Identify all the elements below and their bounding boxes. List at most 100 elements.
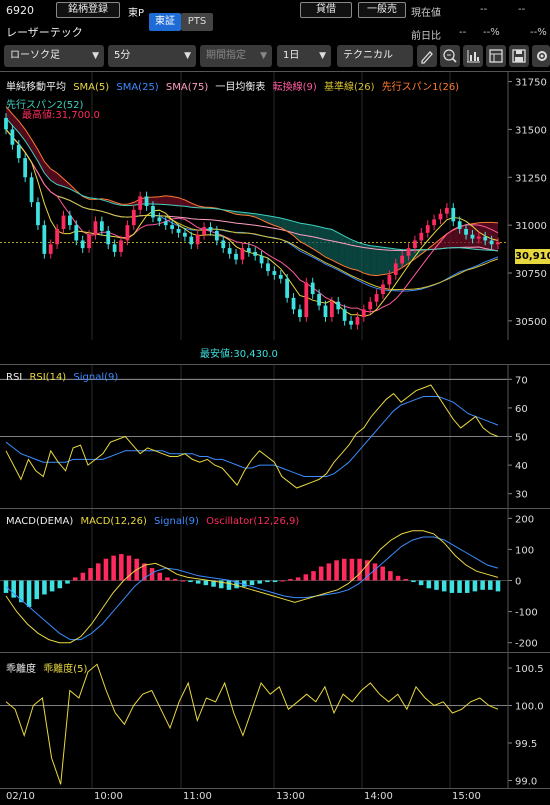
cloud-segment — [280, 218, 288, 232]
oscillator-bar — [411, 580, 416, 583]
cloud-segment — [414, 249, 422, 259]
cloud-segment — [152, 196, 160, 205]
rsi-chart[interactable]: 70 60 50 40 30 — [0, 365, 550, 508]
candle-body — [496, 242, 500, 245]
cloud-segment — [446, 230, 454, 248]
x-label-date: 02/10 — [6, 791, 35, 802]
line-rsi-signal — [5, 396, 499, 477]
y-tick-label: 99.5 — [515, 739, 537, 750]
line-sma25 — [5, 129, 499, 292]
cloud-segment — [363, 244, 371, 276]
candle-body — [55, 228, 60, 245]
y-tick-label: -200 — [515, 639, 538, 650]
oscillator-bar — [365, 560, 370, 581]
technical-label: テクニカル — [343, 50, 393, 61]
oscillator-bar — [126, 555, 132, 581]
cloud-segment — [325, 228, 332, 261]
oscillator-bar — [326, 563, 332, 581]
cloud-segment — [440, 233, 447, 249]
candle-body — [342, 309, 347, 321]
oscillator-bar — [495, 580, 501, 592]
rsi-title: RSI — [6, 372, 23, 383]
candle-body — [444, 207, 449, 214]
interval-select[interactable]: 5分 ▼ — [108, 45, 196, 67]
chevron-down-icon: ▼ — [92, 51, 99, 61]
oscillator-bar — [103, 558, 109, 581]
legend-spanB: 先行スパン2(52) — [6, 100, 84, 111]
legend-macd-osc: Oscillator(12,26,9) — [206, 516, 300, 527]
candle-body — [457, 221, 462, 229]
settings-button[interactable] — [532, 45, 550, 67]
legend-kijun: 基準線(26) — [323, 82, 375, 93]
chart-type-value: ローソク足 — [10, 50, 60, 61]
chevron-down-icon: ▼ — [260, 51, 267, 61]
y-tick-label: 50 — [515, 433, 528, 444]
y-tick-label: 30750 — [515, 269, 547, 280]
candle-body — [214, 230, 219, 241]
y-tick-label: 60 — [515, 404, 528, 415]
cloud-segment — [312, 225, 320, 253]
macd-chart[interactable]: 200 100 0 -100 -200 — [0, 509, 550, 652]
compare-chart-button[interactable] — [463, 45, 483, 67]
register-button[interactable]: 銘柄登録 — [56, 2, 120, 18]
oscillator-bar — [334, 560, 339, 581]
cloud-segment — [12, 114, 19, 133]
legend-rsi: RSI(14) — [29, 372, 67, 383]
current-price-label: 現在値 — [411, 8, 441, 19]
macd-oscillator-bars — [3, 554, 501, 607]
candle-body — [176, 228, 181, 233]
candle-body — [317, 294, 321, 306]
candle-body — [253, 251, 258, 256]
candle-body — [246, 248, 251, 252]
candle-body — [48, 244, 53, 254]
save-button[interactable] — [509, 45, 529, 67]
y-tick-label: 0 — [515, 577, 521, 588]
cloud-segment — [274, 216, 281, 228]
y-tick-label: 100 — [515, 545, 534, 556]
oscillator-bar — [357, 558, 362, 581]
deviation-chart[interactable]: 100.5 100.0 99.5 99.0 — [0, 653, 550, 788]
macd-lines — [5, 530, 499, 644]
cloud-segment — [299, 223, 307, 245]
candle-body — [227, 248, 232, 254]
draw-pencil-button[interactable] — [417, 45, 437, 67]
candle-body — [61, 215, 66, 229]
change-label: 前日比 — [411, 31, 441, 42]
zoom-button[interactable] — [440, 45, 460, 67]
oscillator-bar — [111, 555, 116, 581]
candle-body — [406, 248, 411, 256]
cloud-segment — [261, 214, 268, 223]
oscillator-bar — [272, 580, 278, 583]
tab-pts[interactable]: PTS — [181, 13, 213, 31]
oscillator-bar — [49, 580, 55, 592]
oscillator-bar — [234, 580, 239, 589]
last-price-tag: 30,910 — [515, 249, 550, 264]
chart-type-select[interactable]: ローソク足 ▼ — [4, 45, 104, 67]
x-label-1300: 13:00 — [276, 791, 305, 802]
candle-body — [400, 255, 405, 264]
oscillator-bar — [280, 580, 286, 582]
oscillator-bar — [203, 580, 209, 586]
period-select[interactable]: 期間指定 ▼ — [200, 45, 272, 67]
cloud-segment — [267, 215, 275, 226]
legend-sma75: SMA(75) — [165, 82, 209, 93]
layout-button[interactable] — [486, 45, 506, 67]
tab-tse[interactable]: 東証 — [149, 13, 181, 31]
candle-body — [112, 244, 117, 252]
candle-body — [36, 202, 40, 226]
candle-body — [4, 117, 8, 130]
line-tenkan — [5, 129, 499, 313]
oscillator-bar — [172, 578, 178, 581]
price-chart[interactable]: 31750 31500 31250 31000 30750 30500 — [0, 72, 550, 340]
cloud-segment — [255, 213, 262, 220]
cloud-segment — [357, 242, 364, 274]
candle-body — [93, 221, 98, 235]
oscillator-bar — [318, 566, 324, 581]
y-tick-label: 30 — [515, 490, 528, 501]
range-select[interactable]: 1日 ▼ — [277, 45, 331, 67]
technical-button[interactable]: テクニカル — [337, 45, 413, 67]
candle-body — [489, 240, 494, 245]
line-rsi — [5, 384, 499, 489]
cloud-segment — [338, 232, 345, 267]
oscillator-bar — [34, 580, 40, 600]
